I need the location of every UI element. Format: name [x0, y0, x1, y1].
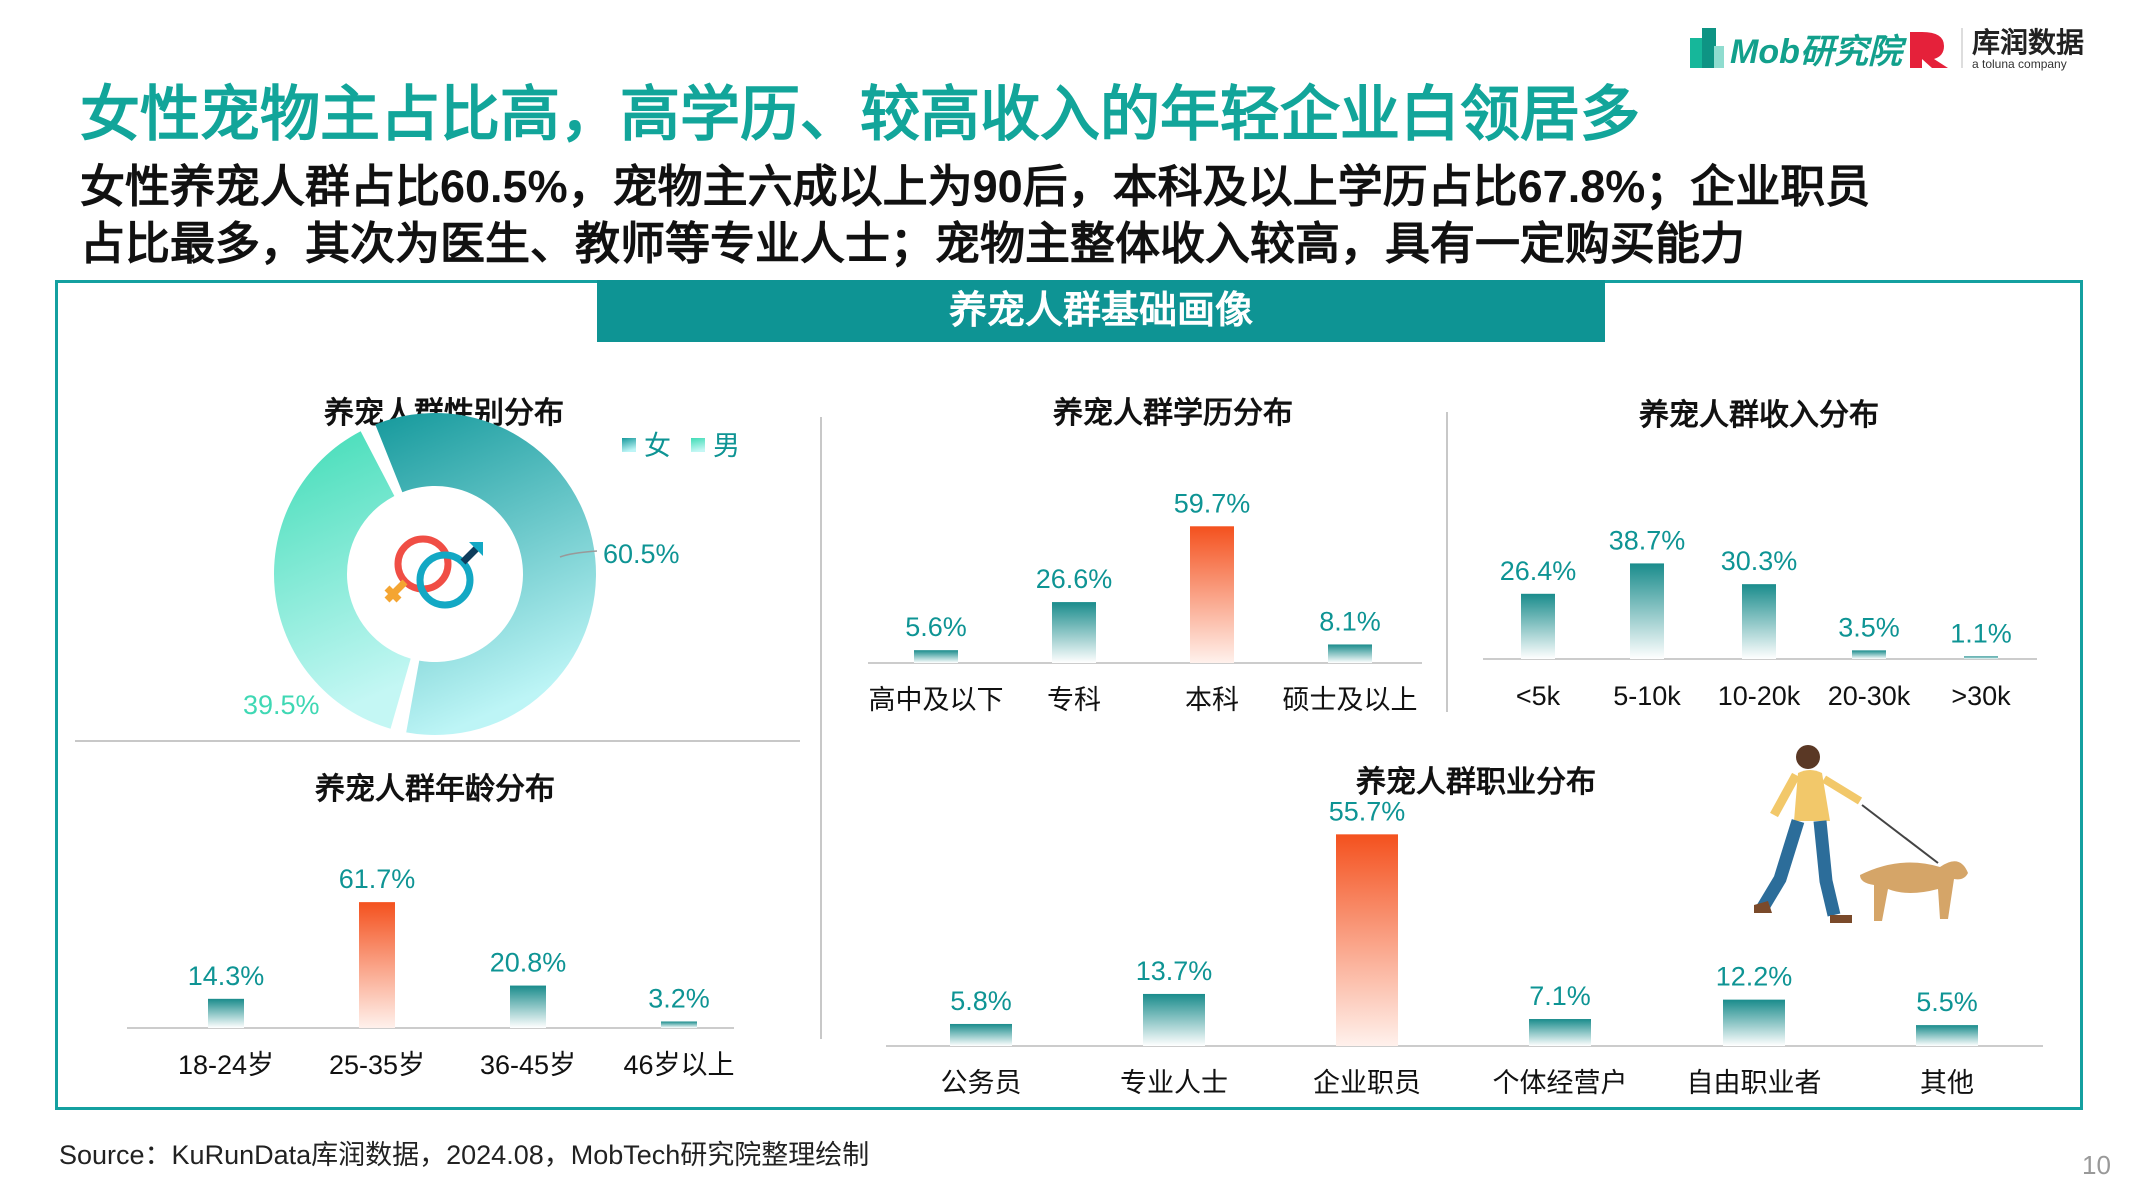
income-category-label: <5k [1516, 681, 1561, 711]
subtitle-line-2: 占比最多，其次为医生、教师等专业人士；宠物主整体收入较高，具有一定购买能力 [80, 218, 1746, 269]
income-category-label: >30k [1951, 681, 2011, 711]
page-title: 女性宠物主占比高，高学历、较高收入的年轻企业白领居多 [80, 81, 1640, 148]
occupation-chart-title: 养宠人群职业分布 [1356, 766, 1596, 799]
occupation-value-label: 55.7% [1329, 796, 1406, 826]
occupation-category-label: 企业职员 [1313, 1068, 1421, 1098]
education-category-label: 高中及以下 [869, 685, 1004, 715]
income-value-label: 26.4% [1500, 556, 1577, 586]
source-note: Source：KuRunData库润数据，2024.08，MobTech研究院整… [59, 1140, 870, 1170]
age-category-label: 18-24岁 [178, 1050, 274, 1080]
occupation-bar [1723, 999, 1785, 1046]
occupation-bar [1143, 993, 1205, 1046]
education-bar [914, 650, 958, 663]
education-chart-title: 养宠人群学历分布 [1053, 397, 1293, 430]
income-category-label: 5-10k [1613, 681, 1681, 711]
income-bar [1852, 650, 1886, 659]
education-value-label: 5.6% [905, 612, 967, 642]
kurun-tagline: a toluna company [1972, 57, 2067, 71]
legend-swatch-male [691, 438, 705, 452]
occupation-category-label: 自由职业者 [1687, 1068, 1822, 1098]
page-number: 10 [2082, 1150, 2111, 1180]
occupation-value-label: 13.7% [1136, 956, 1213, 986]
occupation-category-label: 公务员 [941, 1068, 1022, 1098]
age-value-label: 14.3% [188, 961, 265, 991]
occupation-bar [950, 1023, 1012, 1046]
donut-slice-female [375, 413, 596, 735]
divider [75, 740, 800, 742]
age-value-label: 61.7% [339, 864, 416, 894]
gender-donut [274, 413, 596, 735]
income-bar [1630, 563, 1664, 659]
education-value-label: 26.6% [1036, 564, 1113, 594]
occupation-category-label: 个体经营户 [1493, 1068, 1628, 1098]
age-bar [510, 985, 546, 1028]
income-chart-title: 养宠人群收入分布 [1639, 399, 1879, 432]
age-chart-title: 养宠人群年龄分布 [315, 773, 555, 806]
label-leader-line [559, 550, 598, 558]
occupation-category-label: 专业人士 [1120, 1068, 1228, 1098]
income-bar [1742, 584, 1776, 659]
divider [1446, 412, 1448, 712]
donut-slice-male [274, 431, 411, 729]
education-category-label: 硕士及以上 [1283, 685, 1418, 715]
income-value-label: 3.5% [1838, 612, 1900, 642]
bar-charts: 5.6% 高中及以下 26.6% 专科 59.7% 本科 8.1% 硕士及以上 26.4% <5k… [127, 488, 2043, 1098]
section-header: 养宠人群基础画像 [597, 280, 1605, 342]
occupation-bar [1336, 834, 1398, 1046]
occupation-bar [1916, 1025, 1978, 1046]
income-value-label: 38.7% [1609, 525, 1686, 555]
age-value-label: 3.2% [648, 983, 710, 1013]
occupation-bar [1529, 1019, 1591, 1046]
age-category-label: 25-35岁 [329, 1050, 425, 1080]
age-bar [359, 902, 395, 1028]
education-category-label: 专科 [1047, 685, 1101, 715]
occupation-value-label: 12.2% [1716, 962, 1793, 992]
occupation-value-label: 5.8% [950, 986, 1012, 1016]
education-value-label: 8.1% [1319, 606, 1381, 636]
age-category-label: 46岁以上 [623, 1050, 734, 1080]
education-category-label: 本科 [1185, 685, 1239, 715]
age-bar [661, 1021, 697, 1028]
income-category-label: 10-20k [1718, 681, 1801, 711]
education-bar [1052, 602, 1096, 663]
logos: Mob研究院 库润数据 a toluna company [1690, 18, 2090, 73]
person-walking-dog-illustration [1754, 745, 1968, 923]
occupation-value-label: 7.1% [1529, 981, 1591, 1011]
mob-logo-text: Mob研究院 [1730, 33, 1908, 71]
legend-swatch-female [622, 438, 636, 452]
income-value-label: 30.3% [1721, 546, 1798, 576]
age-bar [208, 998, 244, 1028]
education-value-label: 59.7% [1174, 488, 1251, 518]
kurun-logo-text: 库润数据 [1972, 26, 2084, 58]
divider [820, 417, 822, 1039]
income-bar [1964, 656, 1998, 659]
income-value-label: 1.1% [1950, 618, 2012, 648]
subtitle-line-1: 女性养宠人群占比60.5%，宠物主六成以上为90后，本科及以上学历占比67.8%… [80, 161, 1871, 212]
male-percent-label: 39.5% [243, 690, 320, 720]
gender-symbol-icon [384, 535, 483, 609]
income-category-label: 20-30k [1828, 681, 1911, 711]
legend-label-female: 女 [644, 431, 671, 461]
mob-logo-icon: Mob研究院 库润数据 a toluna company [1690, 26, 2084, 71]
education-bar [1328, 644, 1372, 663]
legend: 女 男 [622, 431, 740, 461]
age-category-label: 36-45岁 [480, 1050, 576, 1080]
education-bar [1190, 526, 1234, 663]
legend-label-male: 男 [713, 431, 740, 461]
income-bar [1521, 593, 1555, 659]
occupation-value-label: 5.5% [1916, 987, 1978, 1017]
female-percent-label: 60.5% [603, 539, 680, 569]
occupation-category-label: 其他 [1920, 1068, 1974, 1098]
age-value-label: 20.8% [490, 948, 567, 978]
